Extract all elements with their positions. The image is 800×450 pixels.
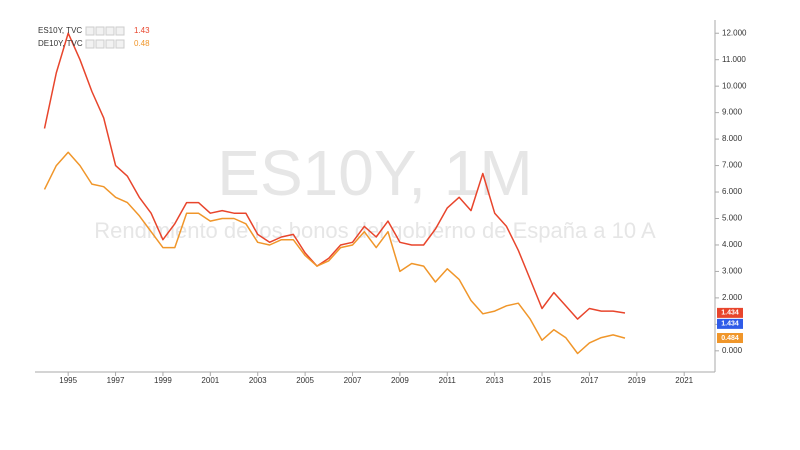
legend-icon[interactable] (95, 39, 105, 49)
y-tick-label: 12.000 (722, 28, 747, 37)
x-tick-label: 2021 (675, 376, 693, 385)
legend-value: 0.48 (134, 39, 150, 48)
y-tick-label: 2.000 (722, 293, 743, 302)
x-tick-label: 2003 (249, 376, 267, 385)
price-label-box (717, 307, 743, 318)
legend-icon[interactable] (85, 39, 95, 49)
price-label-box (717, 333, 743, 344)
legend-icon[interactable] (105, 26, 115, 36)
legend-icon[interactable] (95, 26, 105, 36)
x-tick-label: 1995 (59, 376, 77, 385)
x-tick-label: 2015 (533, 376, 551, 385)
y-tick-label: 11.000 (722, 55, 746, 64)
x-tick-label: 2005 (296, 376, 314, 385)
x-tick-label: 2011 (439, 376, 457, 385)
legend-label: ES10Y, TVC (38, 26, 82, 35)
x-tick-label: 2009 (391, 376, 409, 385)
watermark: ES10Y, 1M (217, 137, 532, 209)
price-label: 1.434 (721, 310, 739, 317)
legend-icons (85, 26, 125, 49)
legend-icon[interactable] (115, 26, 125, 36)
y-tick-label: 5.000 (722, 214, 743, 223)
legend-icon[interactable] (105, 39, 115, 49)
legend-value: 1.43 (134, 26, 150, 35)
price-label-box (717, 318, 743, 329)
y-tick-label: 3.000 (722, 267, 743, 276)
x-tick-label: 2019 (628, 376, 646, 385)
price-label: 0.484 (721, 335, 739, 342)
y-tick-label: 10.000 (722, 81, 747, 90)
x-tick-label: 1999 (154, 376, 172, 385)
price-label: 1.434 (721, 321, 739, 328)
y-tick-label: 8.000 (722, 134, 743, 143)
x-tick-label: 2013 (486, 376, 504, 385)
watermark-subtitle: Rendimiento de los bonos del gobierno de… (94, 218, 656, 243)
x-tick-label: 2017 (581, 376, 599, 385)
legend-icon[interactable] (85, 26, 95, 36)
series-line (43, 151, 626, 355)
y-tick-label: 6.000 (722, 187, 743, 196)
legend-label: DE10Y, TVC (38, 39, 83, 48)
y-tick-label: 7.000 (722, 161, 743, 170)
y-tick-label: 9.000 (722, 108, 743, 117)
x-tick-label: 2001 (201, 376, 219, 385)
legend-icon[interactable] (115, 39, 125, 49)
y-tick-label: 0.000 (722, 346, 743, 355)
x-tick-label: 1997 (107, 376, 125, 385)
series-line (43, 32, 626, 320)
y-tick-label: 4.000 (722, 240, 743, 249)
x-tick-label: 2007 (344, 376, 362, 385)
